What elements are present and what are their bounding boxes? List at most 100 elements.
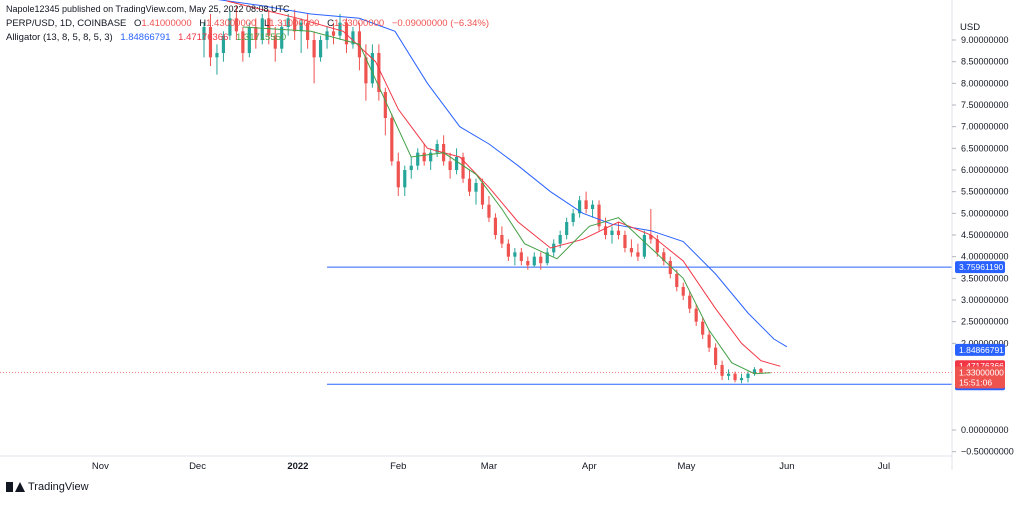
candle-body[interactable] bbox=[299, 22, 303, 32]
candle-body[interactable] bbox=[590, 204, 595, 209]
candle-body[interactable] bbox=[746, 373, 750, 378]
candle-body[interactable] bbox=[409, 165, 413, 170]
candle-body[interactable] bbox=[454, 157, 459, 170]
candle-body[interactable] bbox=[318, 40, 323, 58]
candle-body[interactable] bbox=[377, 53, 381, 92]
candle-body[interactable] bbox=[636, 252, 640, 257]
candle-body[interactable] bbox=[254, 27, 258, 40]
candle-body[interactable] bbox=[215, 53, 219, 58]
candle-body[interactable] bbox=[312, 40, 316, 58]
candle-body[interactable] bbox=[208, 27, 213, 58]
alligator-label[interactable]: Alligator (13, 8, 5, 8, 5, 3) bbox=[6, 32, 113, 43]
high-value: 1.43000000 bbox=[206, 18, 257, 29]
candle-body[interactable] bbox=[565, 222, 569, 235]
candle-body[interactable] bbox=[539, 256, 543, 264]
level-price-label: 3.75961190 bbox=[959, 262, 1004, 272]
candle-body[interactable] bbox=[221, 35, 226, 53]
candle-body[interactable] bbox=[228, 18, 232, 36]
candle-body[interactable] bbox=[759, 368, 763, 373]
candle-body[interactable] bbox=[338, 22, 342, 36]
y-tick-label: −0.50000000 bbox=[961, 447, 1014, 457]
footer-brand[interactable]: TradingView bbox=[6, 481, 89, 493]
candle-body[interactable] bbox=[629, 248, 634, 253]
candle-body[interactable] bbox=[331, 31, 336, 36]
candle-body[interactable] bbox=[603, 226, 608, 235]
candle-body[interactable] bbox=[500, 235, 504, 244]
candle-body[interactable] bbox=[396, 161, 400, 188]
candle-body[interactable] bbox=[293, 18, 297, 32]
candle-body[interactable] bbox=[584, 200, 588, 209]
candle-body[interactable] bbox=[467, 178, 472, 192]
candle-body[interactable] bbox=[390, 118, 394, 162]
candle-body[interactable] bbox=[383, 92, 387, 118]
candle-body[interactable] bbox=[571, 213, 575, 222]
candle-body[interactable] bbox=[526, 261, 530, 266]
candle-body[interactable] bbox=[662, 252, 666, 261]
last-price-tag bbox=[955, 366, 1005, 389]
candle-body[interactable] bbox=[739, 378, 744, 381]
candle-body[interactable] bbox=[351, 31, 355, 45]
candle-body[interactable] bbox=[364, 57, 368, 84]
candle-body[interactable] bbox=[448, 161, 452, 170]
candle-body[interactable] bbox=[513, 252, 517, 257]
candle-body[interactable] bbox=[202, 27, 206, 40]
alligator-lips-value: 1.31715550 bbox=[236, 32, 287, 43]
close-value: 1.33000000 bbox=[333, 18, 385, 29]
candle-body[interactable] bbox=[707, 334, 711, 348]
candle-body[interactable] bbox=[545, 252, 549, 264]
candle-body[interactable] bbox=[668, 261, 672, 274]
candle-body[interactable] bbox=[286, 18, 290, 27]
candle-body[interactable] bbox=[616, 230, 621, 235]
candle-body[interactable] bbox=[241, 31, 245, 53]
candle-body[interactable] bbox=[688, 295, 692, 309]
candle-body[interactable] bbox=[552, 243, 556, 253]
candle-body[interactable] bbox=[726, 373, 731, 376]
candle-body[interactable] bbox=[733, 373, 737, 381]
y-tick-label: 0.00000000 bbox=[961, 425, 1009, 435]
candle-body[interactable] bbox=[461, 157, 465, 179]
candle-body[interactable] bbox=[642, 235, 646, 257]
x-tick-label: Apr bbox=[582, 461, 597, 472]
candle-body[interactable] bbox=[429, 152, 433, 162]
candle-body[interactable] bbox=[506, 243, 510, 257]
candle-body[interactable] bbox=[655, 239, 659, 253]
symbol-name[interactable]: PERP/USD, 1D, COINBASE bbox=[6, 18, 127, 29]
candle-body[interactable] bbox=[480, 183, 485, 205]
candle-body[interactable] bbox=[403, 170, 407, 188]
candle-body[interactable] bbox=[234, 18, 238, 32]
candle-body[interactable] bbox=[487, 204, 491, 218]
candle-body[interactable] bbox=[247, 27, 251, 53]
candle-body[interactable] bbox=[558, 235, 562, 244]
candle-body[interactable] bbox=[435, 144, 439, 153]
candle-body[interactable] bbox=[701, 321, 705, 335]
change-value: −0.09000000 (−6.34%) bbox=[391, 18, 490, 29]
candle-body[interactable] bbox=[681, 287, 685, 296]
candle-body[interactable] bbox=[493, 217, 498, 235]
candle-body[interactable] bbox=[623, 235, 627, 248]
y-tick-label: 9.00000000 bbox=[961, 35, 1009, 45]
candle-body[interactable] bbox=[280, 27, 284, 49]
candle-body[interactable] bbox=[532, 256, 536, 266]
candle-body[interactable] bbox=[267, 18, 271, 36]
candle-body[interactable] bbox=[714, 347, 718, 365]
candle-body[interactable] bbox=[752, 369, 757, 374]
y-tick-label: 7.00000000 bbox=[961, 122, 1009, 132]
candle-body[interactable] bbox=[610, 230, 614, 235]
candle-body[interactable] bbox=[474, 183, 478, 192]
candle-body[interactable] bbox=[694, 308, 698, 322]
candle-body[interactable] bbox=[370, 53, 374, 84]
candle-body[interactable] bbox=[720, 365, 724, 376]
candle-body[interactable] bbox=[675, 274, 679, 287]
candle-body[interactable] bbox=[649, 235, 653, 240]
candle-body[interactable] bbox=[597, 204, 601, 227]
candle-body[interactable] bbox=[344, 22, 349, 45]
candle-body[interactable] bbox=[416, 152, 420, 166]
x-tick-label: Jul bbox=[878, 461, 890, 472]
publish-info: Napole12345 published on TradingView.com… bbox=[6, 4, 290, 14]
candle-body[interactable] bbox=[273, 35, 277, 49]
candle-body[interactable] bbox=[578, 200, 582, 214]
candle-body[interactable] bbox=[519, 252, 523, 261]
candle-body[interactable] bbox=[260, 18, 264, 40]
candle-body[interactable] bbox=[422, 152, 426, 162]
